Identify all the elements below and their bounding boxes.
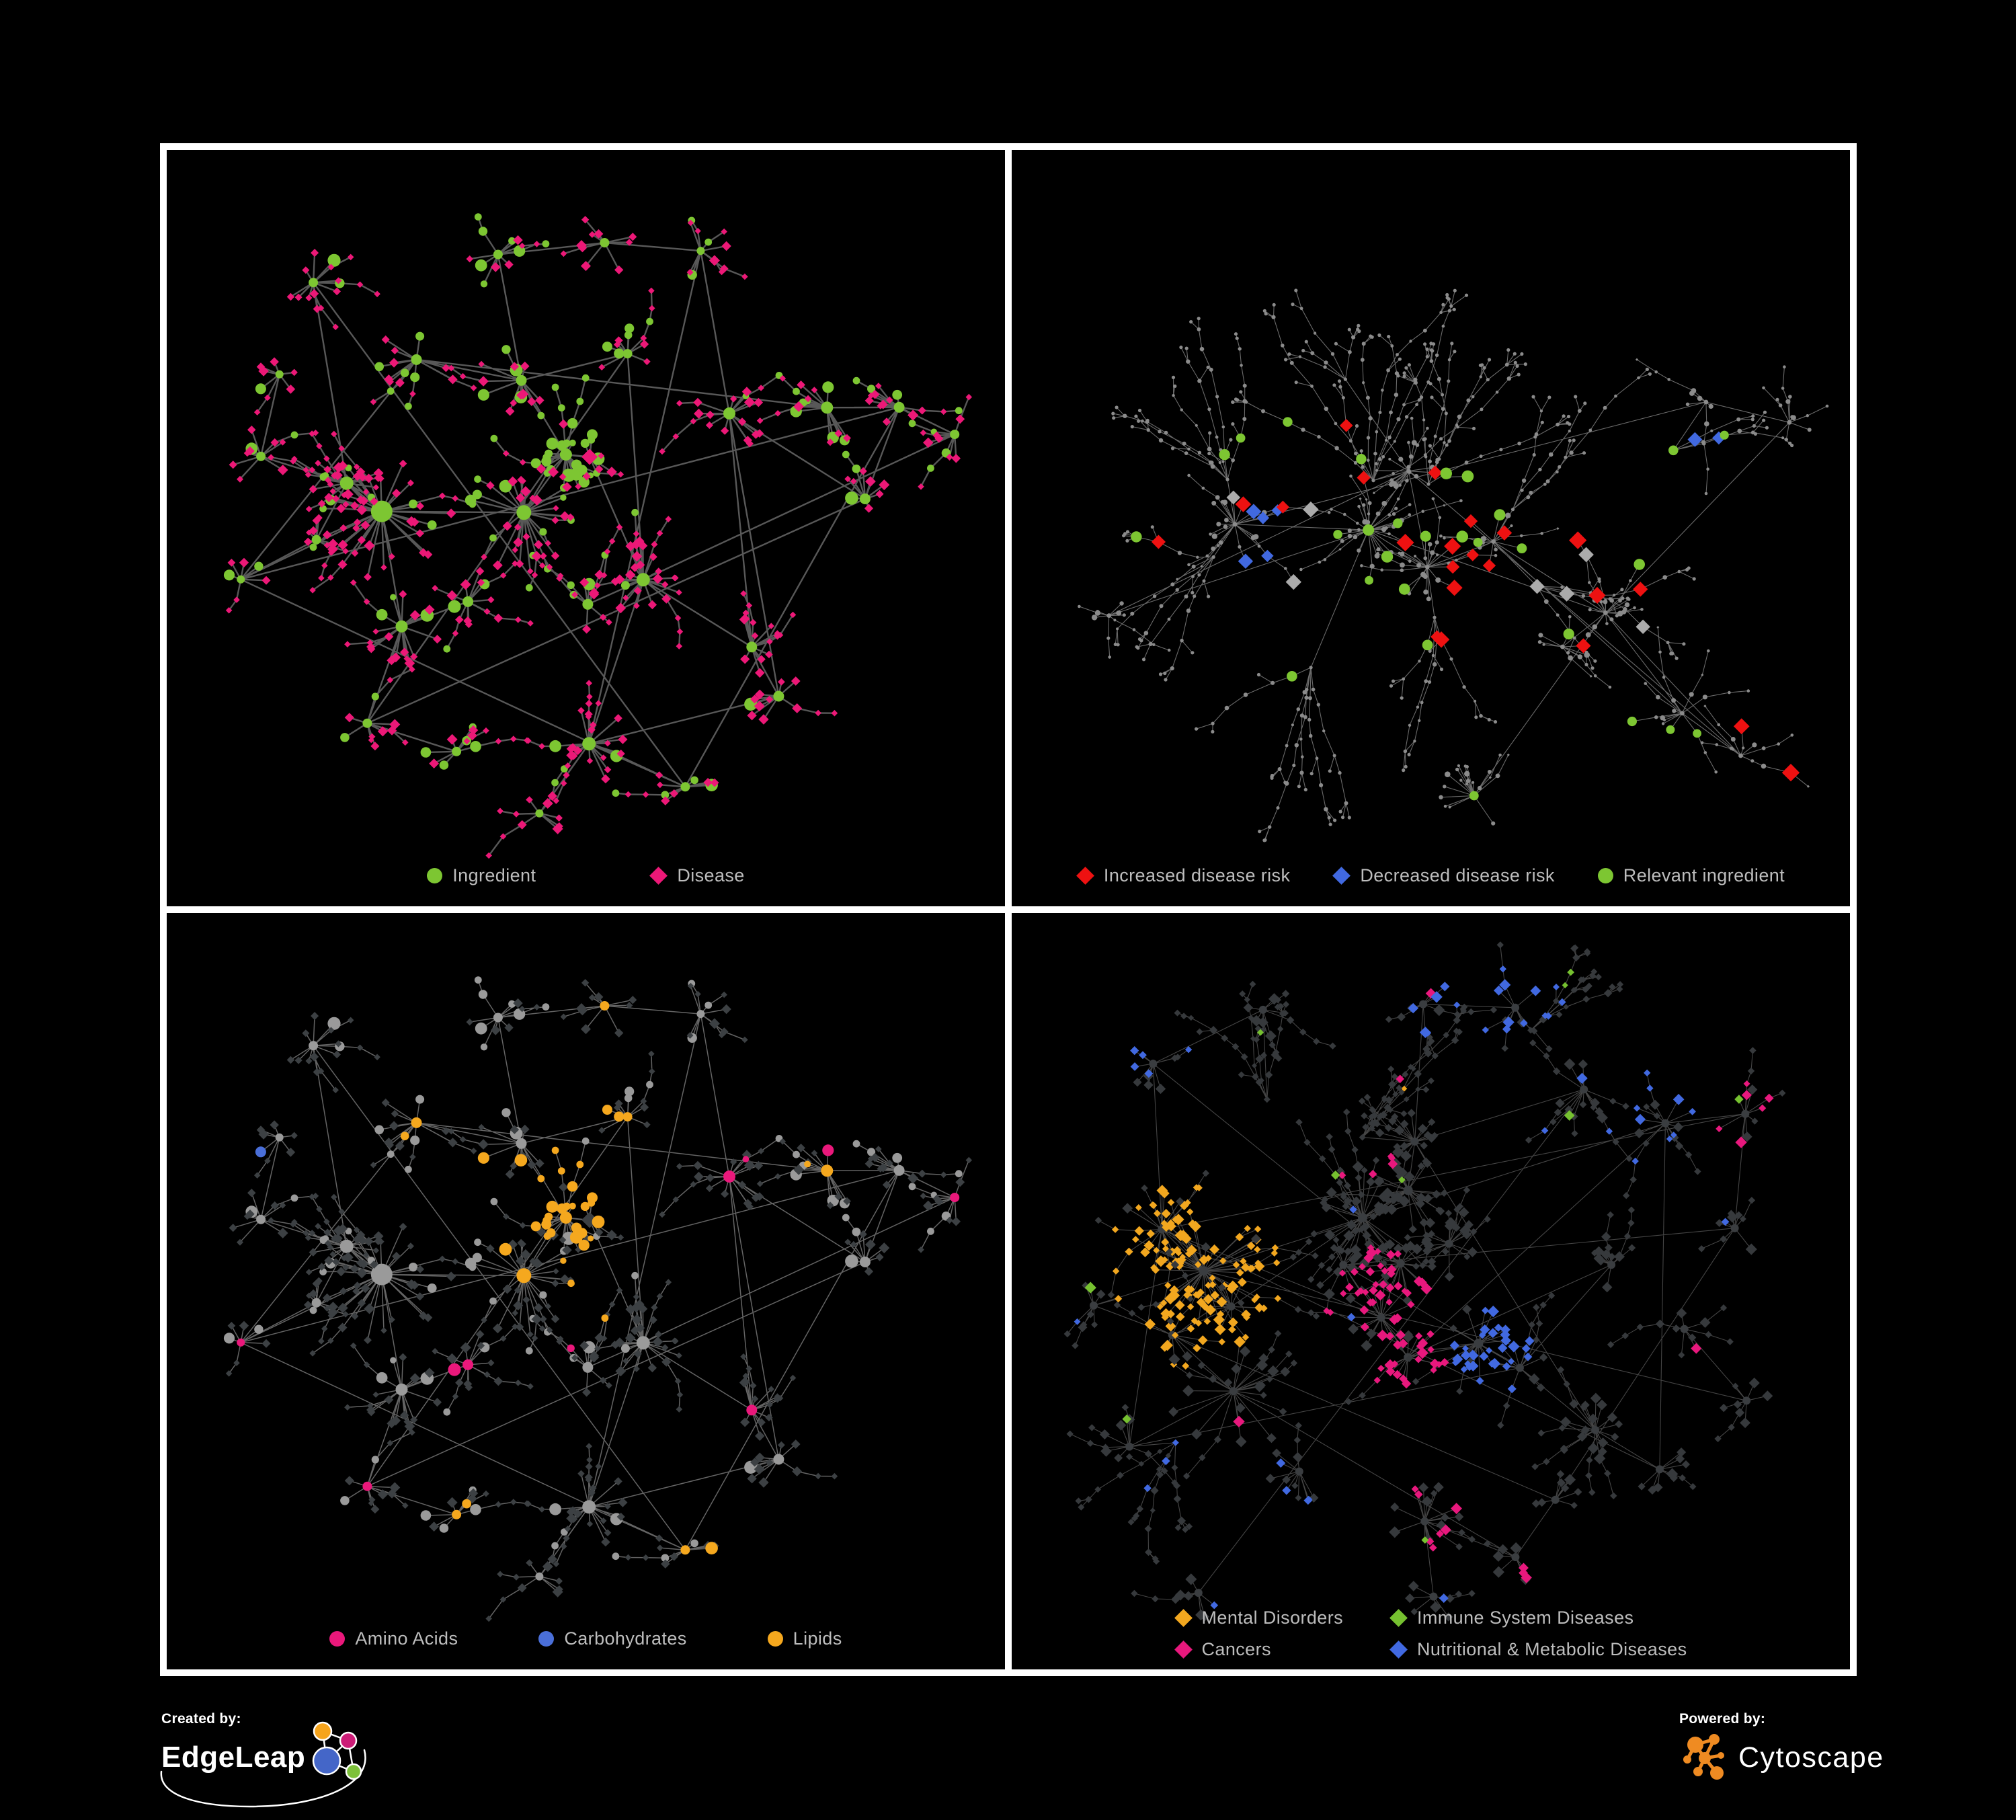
ingredient-disease-network-svg <box>223 213 973 859</box>
legend-circle-icon <box>427 868 443 883</box>
legend-label: Ingredient <box>452 865 536 885</box>
legend-circle-icon <box>538 1631 555 1647</box>
network-edges <box>1079 290 1828 841</box>
nodes-circle <box>1090 1000 1751 1601</box>
nodes-circle <box>255 1146 266 1158</box>
legend-item: Mental Disorders <box>1174 1608 1343 1628</box>
network-edges <box>228 216 970 857</box>
legend-diamond-icon <box>1174 1609 1193 1627</box>
legend-item: Immune System Diseases <box>1389 1608 1634 1628</box>
cytoscape-logo-icon <box>1683 1734 1724 1780</box>
network-panel-disease-risk: Increased disease risk Decreased disease … <box>1012 150 1850 906</box>
created-by-label: Created by: <box>161 1711 241 1727</box>
network-panel-nutrient-class: Amino Acids Carbohydrates Lipids <box>167 913 1005 1669</box>
legend-diamond-icon <box>1076 867 1094 885</box>
disease-risk-legend: Increased disease risk Decreased disease … <box>1012 865 1850 886</box>
legend-label: Lipids <box>793 1628 842 1649</box>
powered-by-label: Powered by: <box>1679 1711 1766 1727</box>
legend-label: Carbohydrates <box>564 1628 687 1649</box>
legend-item: Nutritional & Metabolic Diseases <box>1389 1639 1687 1660</box>
panel-grid: Ingredient Disease Increased disease risk… <box>160 143 1857 1676</box>
network-edges <box>228 980 969 1619</box>
disease-category-legend: Mental Disorders Immune System Diseases Ca… <box>1012 1608 1850 1660</box>
legend-item: Increased disease risk <box>1076 865 1291 886</box>
legend-item: Decreased disease risk <box>1332 865 1555 886</box>
legend-label: Increased disease risk <box>1103 865 1291 885</box>
legend-diamond-icon <box>1332 867 1351 885</box>
cytoscape-credit: Powered by: <box>1679 1711 1948 1819</box>
legend-label: Immune System Diseases <box>1417 1608 1634 1628</box>
nodes-circle <box>400 1001 834 1555</box>
legend-label: Mental Disorders <box>1201 1608 1343 1628</box>
legend-item: Relevant ingredient <box>1597 865 1785 886</box>
disease-risk-network-svg <box>1078 288 1829 842</box>
nodes-diamond <box>225 216 973 859</box>
legend-circle-icon <box>767 1631 783 1647</box>
legend-item: Lipids <box>767 1628 842 1649</box>
legend-diamond-icon <box>1174 1640 1193 1659</box>
nodes-diamond <box>1111 1085 1408 1370</box>
legend-item: Cancers <box>1174 1639 1271 1660</box>
ingredient-disease-legend: Ingredient Disease <box>167 865 1005 886</box>
legend-circle-icon <box>329 1631 346 1647</box>
legend-label: Nutritional & Metabolic Diseases <box>1417 1639 1687 1659</box>
nodes-circle <box>237 1144 960 1491</box>
legend-diamond-icon <box>1389 1640 1408 1659</box>
network-panel-disease-category: Mental Disorders Immune System Diseases Ca… <box>1012 913 1850 1669</box>
legend-circle-icon <box>1597 868 1613 883</box>
edgeleap-wordmark: EdgeLeap <box>161 1741 306 1774</box>
nodes-diamond <box>1151 419 1800 782</box>
edgeleap-credit: Created by: EdgeLeap <box>160 1711 403 1819</box>
network-panel-ingredient-disease: Ingredient Disease <box>167 150 1005 906</box>
legend-label: Decreased disease risk <box>1360 865 1555 885</box>
legend-item: Amino Acids <box>329 1628 458 1649</box>
legend-item: Disease <box>649 865 745 886</box>
edgeleap-logo-icon <box>313 1721 362 1780</box>
nodes-circle <box>1131 417 1729 801</box>
legend-diamond-icon <box>1389 1609 1408 1627</box>
legend-item: Ingredient <box>427 865 536 886</box>
nutrient-class-network-svg <box>223 976 973 1622</box>
legend-label: Relevant ingredient <box>1623 865 1785 885</box>
legend-label: Cancers <box>1201 1639 1271 1659</box>
legend-diamond-icon <box>649 867 668 885</box>
nutrient-class-legend: Amino Acids Carbohydrates Lipids <box>167 1628 1005 1649</box>
legend-label: Disease <box>677 865 745 885</box>
cytoscape-wordmark: Cytoscape <box>1738 1741 1884 1774</box>
legend-label: Amino Acids <box>355 1628 458 1649</box>
disease-category-network-svg <box>1063 941 1786 1622</box>
nodes-diamond <box>1063 941 1786 1622</box>
legend-item: Carbohydrates <box>538 1628 686 1649</box>
nodes-diamond <box>225 979 973 1622</box>
